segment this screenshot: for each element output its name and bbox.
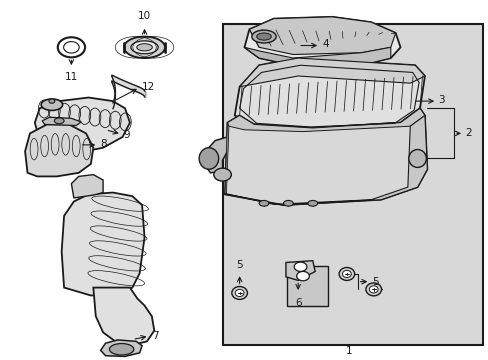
Polygon shape bbox=[244, 47, 293, 65]
Ellipse shape bbox=[41, 99, 62, 111]
Text: 10: 10 bbox=[138, 12, 151, 22]
Polygon shape bbox=[224, 108, 427, 205]
Polygon shape bbox=[35, 98, 130, 153]
Ellipse shape bbox=[283, 201, 293, 206]
Text: 1: 1 bbox=[346, 346, 352, 356]
Text: 12: 12 bbox=[142, 82, 155, 92]
Ellipse shape bbox=[259, 201, 268, 206]
Ellipse shape bbox=[365, 283, 381, 296]
Ellipse shape bbox=[408, 149, 426, 167]
Bar bbox=[222, 24, 483, 345]
Polygon shape bbox=[224, 116, 427, 205]
Text: 8: 8 bbox=[101, 139, 107, 149]
Polygon shape bbox=[293, 47, 390, 65]
Ellipse shape bbox=[213, 168, 231, 181]
Polygon shape bbox=[234, 58, 424, 128]
Polygon shape bbox=[93, 288, 154, 345]
Polygon shape bbox=[227, 108, 424, 132]
Polygon shape bbox=[71, 175, 103, 198]
Ellipse shape bbox=[251, 30, 276, 43]
Polygon shape bbox=[101, 340, 142, 356]
Ellipse shape bbox=[294, 262, 306, 271]
Ellipse shape bbox=[131, 41, 158, 54]
Ellipse shape bbox=[49, 99, 55, 103]
Ellipse shape bbox=[124, 37, 164, 58]
Text: 6: 6 bbox=[294, 298, 301, 308]
Text: 2: 2 bbox=[464, 128, 470, 138]
Ellipse shape bbox=[296, 271, 309, 281]
Ellipse shape bbox=[58, 37, 85, 57]
Text: 5: 5 bbox=[371, 277, 378, 287]
Ellipse shape bbox=[137, 44, 152, 51]
Polygon shape bbox=[249, 17, 395, 54]
Text: 3: 3 bbox=[438, 95, 444, 105]
Polygon shape bbox=[61, 193, 144, 296]
Polygon shape bbox=[205, 137, 227, 173]
Ellipse shape bbox=[256, 33, 271, 40]
Polygon shape bbox=[244, 17, 400, 65]
Ellipse shape bbox=[63, 41, 79, 53]
Text: 9: 9 bbox=[123, 130, 130, 140]
Polygon shape bbox=[287, 266, 328, 306]
Text: 7: 7 bbox=[152, 331, 158, 341]
Ellipse shape bbox=[342, 270, 350, 278]
Text: 11: 11 bbox=[64, 72, 78, 82]
Polygon shape bbox=[239, 58, 424, 87]
Polygon shape bbox=[25, 125, 93, 176]
Ellipse shape bbox=[199, 148, 218, 169]
Text: 5: 5 bbox=[236, 260, 243, 270]
Ellipse shape bbox=[54, 118, 64, 124]
Text: 4: 4 bbox=[322, 40, 328, 49]
Polygon shape bbox=[224, 123, 228, 194]
Ellipse shape bbox=[235, 289, 244, 297]
Ellipse shape bbox=[338, 267, 354, 280]
Ellipse shape bbox=[231, 287, 247, 300]
Polygon shape bbox=[42, 117, 81, 126]
Ellipse shape bbox=[368, 286, 377, 293]
Ellipse shape bbox=[307, 201, 317, 206]
Polygon shape bbox=[285, 261, 315, 280]
Ellipse shape bbox=[109, 343, 134, 355]
